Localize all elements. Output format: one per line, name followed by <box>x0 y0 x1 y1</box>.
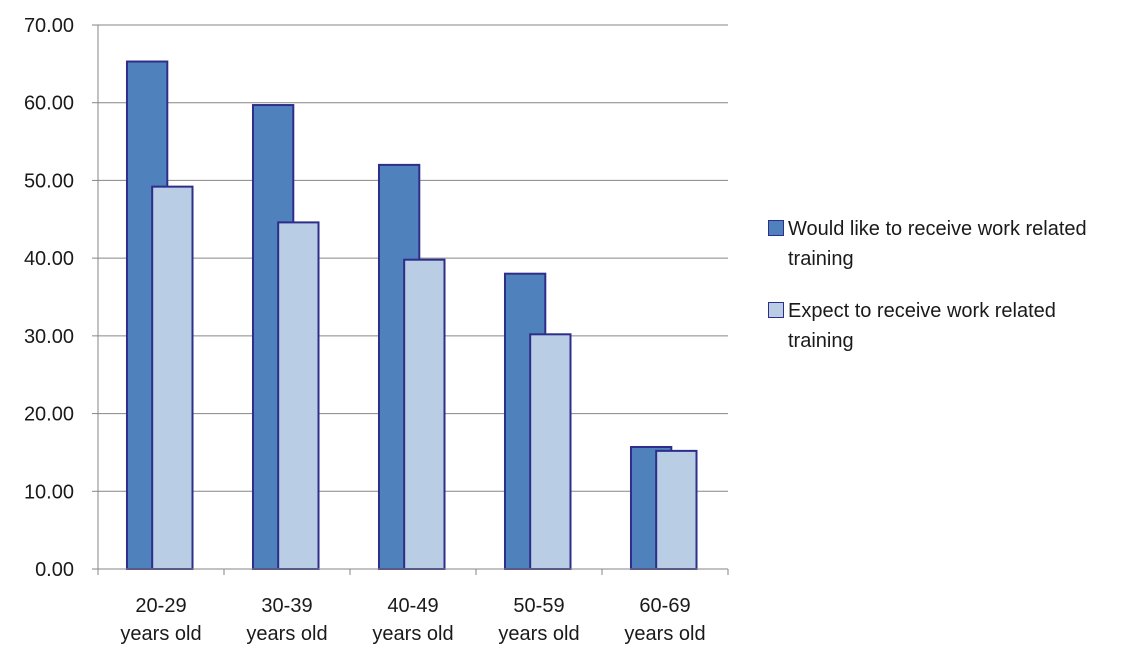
x-tick-label: years old <box>120 623 201 645</box>
x-tick-label: 50-59 <box>513 595 564 617</box>
legend-label-would-like: Would like to receive work related train… <box>788 218 1087 270</box>
bar-expect <box>529 333 572 570</box>
x-tick-label: years old <box>246 623 327 645</box>
legend-swatch-would-like <box>768 220 784 236</box>
y-tick-label: 30.00 <box>24 326 74 348</box>
x-tick-label: years old <box>624 623 705 645</box>
y-tick-label: 10.00 <box>24 481 74 503</box>
x-tick-label: 20-29 <box>135 595 186 617</box>
x-tick-label: years old <box>372 623 453 645</box>
y-axis-tick-labels: 0.00 10.00 20.00 30.00 40.00 50.00 60.00 70.00 <box>24 15 74 581</box>
x-tick-label: years old <box>498 623 579 645</box>
x-axis-tick-labels: 20-29 years old 30-39 years old 40-49 years o… <box>120 595 705 645</box>
axes <box>92 24 729 575</box>
y-tick-label: 60.00 <box>24 93 74 115</box>
legend-label-expect: Expect to receive work related training <box>788 300 1056 352</box>
legend: Would like to receive work related train… <box>768 214 1118 378</box>
legend-item-expect: Expect to receive work related training <box>768 296 1118 356</box>
bar-expect <box>277 221 320 570</box>
legend-item-would-like: Would like to receive work related train… <box>768 214 1118 274</box>
legend-swatch-expect <box>768 302 784 318</box>
y-tick-label: 40.00 <box>24 248 74 270</box>
y-tick-label: 70.00 <box>24 15 74 37</box>
bar-expect <box>655 449 698 571</box>
bar-expect <box>151 185 194 570</box>
x-tick-label: 40-49 <box>387 595 438 617</box>
y-tick-label: 0.00 <box>35 559 74 581</box>
y-tick-label: 20.00 <box>24 404 74 426</box>
x-tick-label: 30-39 <box>261 595 312 617</box>
y-tick-label: 50.00 <box>24 170 74 192</box>
bar-series <box>125 60 698 571</box>
x-tick-label: 60-69 <box>639 595 690 617</box>
bar-expect <box>403 258 446 570</box>
